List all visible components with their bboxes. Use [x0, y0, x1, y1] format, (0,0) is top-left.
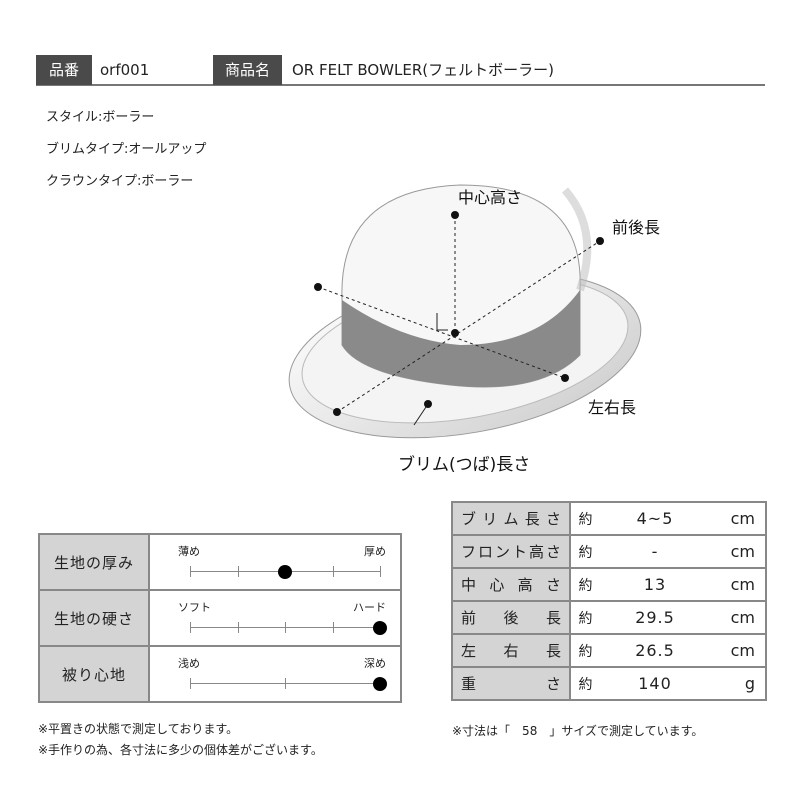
label-left-right: 左右長 [588, 398, 637, 417]
scale-tick [190, 678, 191, 689]
measurement-unit: cm [710, 633, 767, 668]
measurement-row: 中心高さ 約 13 cm [451, 567, 767, 602]
measurement-unit: cm [710, 501, 767, 536]
feel-label: 生地の厚み [38, 533, 150, 591]
approx: 約 [569, 600, 600, 635]
scale-tick [380, 566, 381, 577]
scale-max-label: 厚め [364, 545, 386, 558]
scale-tick [285, 678, 286, 689]
approx: 約 [569, 633, 600, 668]
measurement-value: 13 [600, 567, 710, 602]
feel-row: 生地の厚み 薄め 厚め [38, 533, 402, 591]
approx: 約 [569, 666, 600, 701]
measurement-label: 前後長 [461, 609, 561, 627]
measurement-unit: cm [710, 534, 767, 569]
note-size: ※寸法は「 58 」サイズで測定しています。 [452, 724, 704, 738]
measurement-label: 重さ [461, 675, 561, 693]
measurement-row: ブリム長さ 約 4~5 cm [451, 501, 767, 536]
scale-marker [278, 565, 292, 579]
measurement-label-cell: 中心高さ [451, 567, 571, 602]
measurement-row: 左右長 約 26.5 cm [451, 633, 767, 668]
name-label: 商品名 [213, 55, 282, 85]
scale-tick [332, 622, 334, 633]
scale-tick [237, 566, 239, 577]
code-label: 品番 [36, 55, 92, 85]
measurement-label: フロント高さ [461, 543, 561, 561]
scale-min-label: 薄め [178, 545, 200, 558]
measurement-label: 中心高さ [461, 576, 561, 594]
scale-tick [285, 622, 286, 633]
measurement-value: 140 [600, 666, 710, 701]
measurement-value: 29.5 [600, 600, 710, 635]
scale-tick [237, 622, 239, 633]
measurement-label-cell: ブリム長さ [451, 501, 571, 536]
feel-row: 被り心地 浅め 深め [38, 645, 402, 703]
measurement-unit: cm [710, 600, 767, 635]
measurement-value: - [600, 534, 710, 569]
scale-marker [373, 677, 387, 691]
feel-scale: ソフト ハード [150, 591, 400, 645]
feel-scale: 薄め 厚め [150, 535, 400, 589]
measurement-unit: g [710, 666, 767, 701]
spec-style: スタイル:ボーラー [46, 110, 155, 125]
measurement-row: 前後長 約 29.5 cm [451, 600, 767, 635]
approx: 約 [569, 501, 600, 536]
product-code: orf001 [100, 61, 150, 79]
label-center-height: 中心高さ [458, 188, 523, 207]
scale-max-label: 深め [364, 657, 386, 670]
scale-tick [332, 566, 334, 577]
note-handmade: ※手作りの為、各寸法に多少の個体差がございます。 [38, 743, 323, 757]
note-flat: ※平置きの状態で測定しております。 [38, 722, 239, 736]
measurement-row: 重さ 約 140 g [451, 666, 767, 701]
measurement-label-cell: 前後長 [451, 600, 571, 635]
approx: 約 [569, 534, 600, 569]
label-brim-length: ブリム(つば)長さ [398, 455, 531, 475]
scale-tick [190, 566, 191, 577]
label-front-back: 前後長 [612, 218, 661, 237]
scale-marker [373, 621, 387, 635]
measurement-value: 26.5 [600, 633, 710, 668]
feel-table: 生地の厚み 薄め 厚め 生地の硬さ ソフト ハード 被り心地 浅め 深め [38, 533, 402, 703]
feel-label: 生地の硬さ [38, 589, 150, 647]
measurement-label-cell: 左右長 [451, 633, 571, 668]
product-header: 品番 orf001 商品名 OR FELT BOWLER(フェルトボーラー) [36, 55, 765, 86]
approx: 約 [569, 567, 600, 602]
scale-min-label: 浅め [178, 657, 200, 670]
measurement-label-cell: フロント高さ [451, 534, 571, 569]
spec-brim-type: ブリムタイプ:オールアップ [46, 142, 207, 157]
measurement-label: 左右長 [461, 642, 561, 660]
scale-max-label: ハード [353, 601, 386, 614]
measurement-table: ブリム長さ 約 4~5 cm フロント高さ 約 - cm 中心高さ 約 13 cm 前… [451, 501, 767, 701]
measurement-label-cell: 重さ [451, 666, 571, 701]
measurement-label: ブリム長さ [461, 510, 561, 528]
feel-label: 被り心地 [38, 645, 150, 703]
spec-crown-type: クラウンタイプ:ボーラー [46, 174, 194, 189]
feel-scale: 浅め 深め [150, 647, 400, 701]
measurement-value: 4~5 [600, 501, 710, 536]
product-name: OR FELT BOWLER(フェルトボーラー) [292, 61, 554, 79]
hat-diagram [288, 184, 642, 439]
scale-tick [190, 622, 191, 633]
measurement-unit: cm [710, 567, 767, 602]
feel-row: 生地の硬さ ソフト ハード [38, 589, 402, 647]
scale-min-label: ソフト [178, 601, 211, 614]
measurement-row: フロント高さ 約 - cm [451, 534, 767, 569]
